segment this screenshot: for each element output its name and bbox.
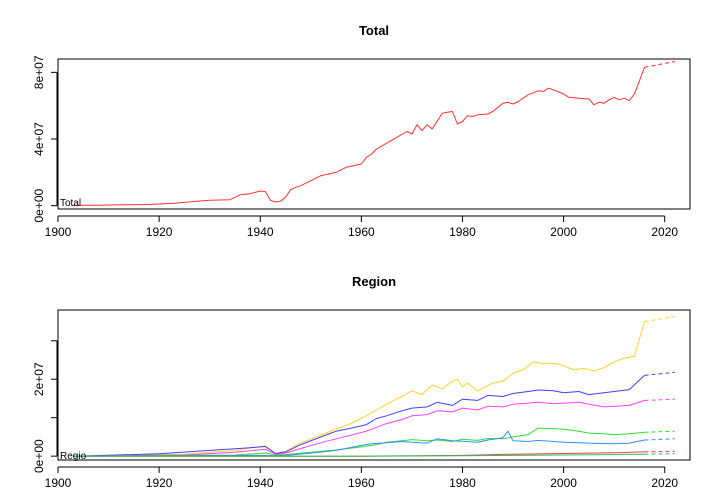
x-tick-label: 1980 xyxy=(449,225,476,239)
total-y-axis: 0e+00 4e+07 8e+07 xyxy=(32,55,58,223)
region-y-axis: 0e+00 2e+07 xyxy=(32,340,58,473)
y-tick-label: 8e+07 xyxy=(32,55,46,89)
total-plot-area xyxy=(57,58,691,210)
x-tick-label: 1940 xyxy=(247,476,274,490)
total-x-axis: 1900 1920 1940 1960 1980 2000 2020 xyxy=(45,215,678,239)
region-series-line-9 xyxy=(644,398,675,401)
region-series-line-4 xyxy=(73,430,645,457)
x-tick-label: 1940 xyxy=(247,225,274,239)
total-chart-title: Total xyxy=(359,23,389,38)
x-tick-label: 2000 xyxy=(550,225,577,239)
x-tick-label: 1980 xyxy=(449,476,476,490)
region-series-line-6 xyxy=(73,453,645,457)
region-series-line-0 xyxy=(73,321,645,457)
region-series-line-3 xyxy=(73,427,645,457)
region-series-line-7 xyxy=(644,316,675,322)
total-inline-label: Total xyxy=(60,198,81,209)
x-tick-label: 1960 xyxy=(348,225,375,239)
x-tick-label: 2020 xyxy=(651,476,678,490)
x-tick-label: 2020 xyxy=(651,225,678,239)
total-series-layer xyxy=(73,61,675,206)
x-tick-label: 2000 xyxy=(550,476,577,490)
region-series-line-10 xyxy=(644,430,675,433)
region-inline-label: Regio xyxy=(60,451,87,462)
region-series-line-1 xyxy=(73,375,645,457)
total-panel: Total 1900 1920 1940 1960 1980 2000 2020 0e+00… xyxy=(32,23,691,239)
x-tick-label: 1900 xyxy=(45,476,72,490)
x-tick-label: 1920 xyxy=(146,225,173,239)
y-tick-label: 2e+07 xyxy=(32,362,46,396)
region-panel: Region 1900 1920 1940 1960 1980 2000 2020 0e+0… xyxy=(32,274,691,490)
y-tick-label: 4e+07 xyxy=(32,122,46,156)
region-series-line-12 xyxy=(644,450,675,453)
x-tick-label: 1920 xyxy=(146,476,173,490)
x-tick-label: 1960 xyxy=(348,476,375,490)
x-tick-label: 1900 xyxy=(45,225,72,239)
total-series-line-1 xyxy=(644,61,675,68)
y-tick-label: 0e+00 xyxy=(32,439,46,473)
region-series-line-11 xyxy=(644,438,675,441)
region-series-layer xyxy=(73,316,675,457)
region-x-axis: 1900 1920 1940 1960 1980 2000 2020 xyxy=(45,466,678,490)
region-series-line-8 xyxy=(644,371,675,376)
region-chart-title: Region xyxy=(352,274,396,289)
total-series-line-0 xyxy=(73,67,645,206)
y-tick-label: 0e+00 xyxy=(32,188,46,222)
region-series-line-2 xyxy=(73,399,645,457)
region-plot-area xyxy=(57,309,691,461)
